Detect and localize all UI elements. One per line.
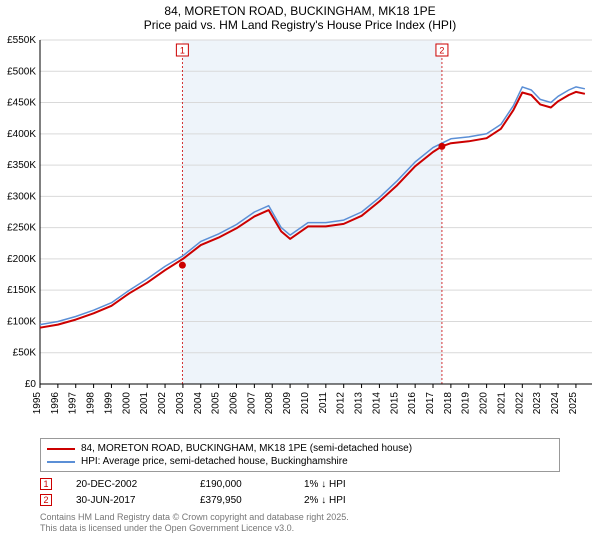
legend-swatch bbox=[47, 448, 75, 450]
svg-text:2019: 2019 bbox=[461, 392, 472, 415]
footer: Contains HM Land Registry data © Crown c… bbox=[40, 512, 560, 535]
marker-price: £379,950 bbox=[200, 495, 280, 506]
marker-details: 1 20-DEC-2002 £190,000 1% ↓ HPI 2 30-JUN… bbox=[40, 476, 560, 508]
svg-text:1: 1 bbox=[180, 46, 185, 56]
svg-text:2001: 2001 bbox=[139, 392, 150, 415]
svg-text:£350K: £350K bbox=[7, 160, 36, 171]
svg-text:£400K: £400K bbox=[7, 129, 36, 140]
marker-date: 20-DEC-2002 bbox=[76, 479, 176, 490]
svg-text:£50K: £50K bbox=[13, 348, 37, 359]
svg-text:2025: 2025 bbox=[568, 392, 579, 415]
marker-price: £190,000 bbox=[200, 479, 280, 490]
svg-text:£450K: £450K bbox=[7, 98, 36, 109]
svg-text:2010: 2010 bbox=[300, 392, 311, 415]
svg-text:£250K: £250K bbox=[7, 223, 36, 234]
svg-text:2005: 2005 bbox=[211, 392, 222, 415]
svg-text:2011: 2011 bbox=[318, 392, 329, 414]
svg-text:2003: 2003 bbox=[175, 392, 186, 415]
legend-item: HPI: Average price, semi-detached house,… bbox=[47, 455, 553, 468]
svg-text:£300K: £300K bbox=[7, 191, 36, 202]
svg-text:£0: £0 bbox=[25, 379, 37, 390]
legend-swatch bbox=[47, 461, 75, 463]
chart-title-line2: Price paid vs. HM Land Registry's House … bbox=[0, 18, 600, 32]
svg-text:2007: 2007 bbox=[246, 392, 257, 415]
marker-date: 30-JUN-2017 bbox=[76, 495, 176, 506]
svg-text:2014: 2014 bbox=[371, 392, 382, 415]
chart-title-line1: 84, MORETON ROAD, BUCKINGHAM, MK18 1PE bbox=[0, 4, 600, 18]
svg-text:2016: 2016 bbox=[407, 392, 418, 415]
marker-pct: 2% ↓ HPI bbox=[304, 495, 384, 506]
svg-text:2024: 2024 bbox=[550, 392, 561, 415]
svg-text:£150K: £150K bbox=[7, 285, 36, 296]
svg-text:£200K: £200K bbox=[7, 254, 36, 265]
chart-svg: £0 £50K £100K £150K £200K £250K £300K £350K £400… bbox=[0, 34, 600, 434]
svg-text:2006: 2006 bbox=[229, 392, 240, 415]
svg-text:2012: 2012 bbox=[336, 392, 347, 415]
marker-row: 1 20-DEC-2002 £190,000 1% ↓ HPI bbox=[40, 476, 560, 492]
marker-pct: 1% ↓ HPI bbox=[304, 479, 384, 490]
svg-text:2008: 2008 bbox=[264, 392, 275, 415]
svg-text:1999: 1999 bbox=[103, 392, 114, 415]
svg-text:2017: 2017 bbox=[425, 392, 436, 415]
svg-text:2013: 2013 bbox=[354, 392, 365, 415]
marker-row: 2 30-JUN-2017 £379,950 2% ↓ HPI bbox=[40, 492, 560, 508]
svg-text:2022: 2022 bbox=[514, 392, 525, 415]
svg-text:1997: 1997 bbox=[68, 392, 79, 415]
svg-text:2018: 2018 bbox=[443, 392, 454, 415]
footer-line1: Contains HM Land Registry data © Crown c… bbox=[40, 512, 560, 523]
svg-text:£500K: £500K bbox=[7, 66, 36, 77]
svg-text:2020: 2020 bbox=[479, 392, 490, 415]
svg-text:2002: 2002 bbox=[157, 392, 168, 415]
svg-text:1996: 1996 bbox=[50, 392, 61, 415]
price-chart: £0 £50K £100K £150K £200K £250K £300K £350K £400… bbox=[0, 34, 600, 434]
legend-label: HPI: Average price, semi-detached house,… bbox=[81, 456, 348, 467]
svg-text:2021: 2021 bbox=[496, 392, 507, 415]
svg-text:2000: 2000 bbox=[121, 392, 132, 415]
marker-badge: 2 bbox=[40, 494, 52, 506]
legend-label: 84, MORETON ROAD, BUCKINGHAM, MK18 1PE (… bbox=[81, 443, 412, 454]
legend-item: 84, MORETON ROAD, BUCKINGHAM, MK18 1PE (… bbox=[47, 442, 553, 455]
svg-text:1998: 1998 bbox=[86, 392, 97, 415]
svg-text:2015: 2015 bbox=[389, 392, 400, 415]
legend: 84, MORETON ROAD, BUCKINGHAM, MK18 1PE (… bbox=[40, 438, 560, 472]
marker-badge: 1 bbox=[40, 478, 52, 490]
chart-title-block: 84, MORETON ROAD, BUCKINGHAM, MK18 1PE P… bbox=[0, 0, 600, 34]
svg-text:£100K: £100K bbox=[7, 316, 36, 327]
svg-text:2004: 2004 bbox=[193, 392, 204, 415]
svg-text:1995: 1995 bbox=[32, 392, 43, 415]
svg-text:2009: 2009 bbox=[282, 392, 293, 415]
svg-text:£550K: £550K bbox=[7, 35, 36, 46]
svg-text:2023: 2023 bbox=[532, 392, 543, 415]
footer-line2: This data is licensed under the Open Gov… bbox=[40, 523, 560, 534]
svg-text:2: 2 bbox=[439, 46, 444, 56]
